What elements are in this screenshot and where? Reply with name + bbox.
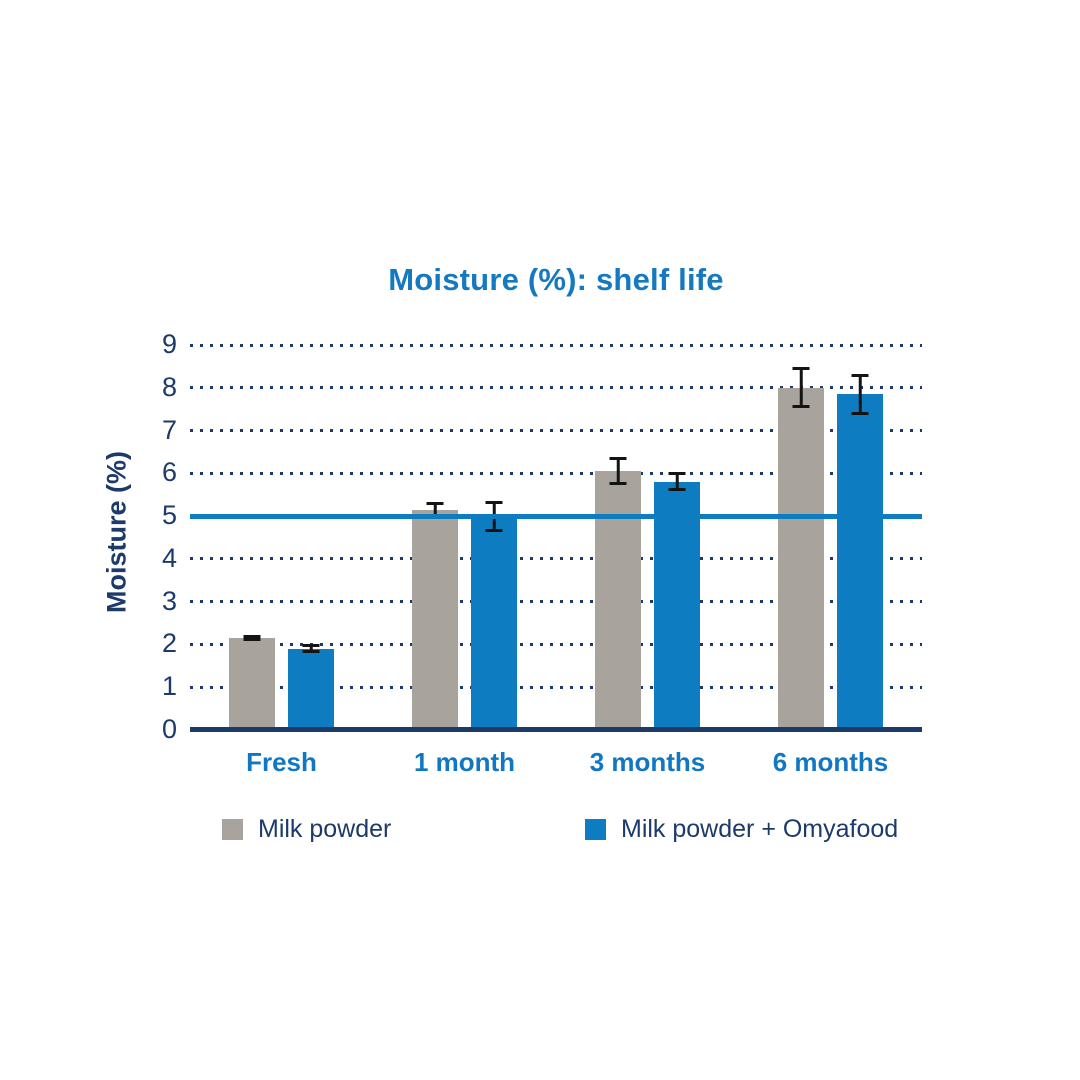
error-bar bbox=[302, 644, 320, 654]
legend: Milk powder Milk powder + Omyafood bbox=[190, 813, 922, 845]
y-tick-3: 3 bbox=[161, 585, 177, 616]
error-bar bbox=[851, 373, 869, 415]
bar-milk-powder-omyafood-6-months bbox=[837, 373, 883, 730]
legend-label: Milk powder + Omyafood bbox=[621, 814, 899, 843]
legend-label: Milk powder bbox=[258, 814, 392, 843]
gridline-6 bbox=[190, 471, 922, 475]
x-axis-labels: Fresh 1 month 3 months 6 months bbox=[190, 747, 922, 778]
gridline-3 bbox=[190, 600, 922, 604]
y-tick-9: 9 bbox=[161, 328, 177, 359]
y-tick-7: 7 bbox=[161, 414, 177, 445]
bar-group-3-months bbox=[556, 345, 739, 730]
bar-milk-powder-omyafood-fresh bbox=[288, 644, 334, 730]
x-axis-line bbox=[190, 727, 922, 732]
bar-milk-powder-3-months bbox=[595, 457, 641, 730]
bar-milk-powder-fresh bbox=[229, 635, 275, 730]
y-tick-5: 5 bbox=[161, 500, 177, 531]
gridline-9 bbox=[190, 343, 922, 347]
x-label-6-months: 6 months bbox=[772, 747, 889, 777]
reference-line-5pct bbox=[190, 513, 922, 519]
bar-group-1-month bbox=[373, 345, 556, 730]
y-tick-1: 1 bbox=[161, 671, 177, 702]
bar-group-fresh bbox=[190, 345, 373, 730]
error-bar bbox=[243, 635, 261, 642]
plot-area: 0 1 2 3 4 5 6 7 8 9 bbox=[162, 330, 922, 742]
legend-item-milk-powder-omyafood: Milk powder + Omyafood bbox=[585, 813, 898, 845]
error-bar bbox=[792, 367, 810, 409]
legend-swatch-icon bbox=[585, 818, 606, 840]
legend-swatch-icon bbox=[222, 818, 243, 840]
error-bar bbox=[668, 472, 686, 492]
gridline-7 bbox=[190, 429, 922, 433]
y-tick-2: 2 bbox=[161, 628, 177, 659]
gridline-1 bbox=[190, 685, 922, 689]
x-label-1-month: 1 month bbox=[413, 747, 516, 777]
bar-milk-powder-6-months bbox=[778, 367, 824, 730]
x-label-fresh: Fresh bbox=[246, 747, 317, 777]
bars-container bbox=[190, 345, 922, 730]
gridline-2 bbox=[190, 642, 922, 646]
gridline-8 bbox=[190, 386, 922, 390]
y-axis-title: Moisture (%) bbox=[101, 451, 132, 613]
error-bar bbox=[485, 500, 503, 532]
bar-milk-powder-1-month bbox=[412, 502, 458, 730]
y-tick-4: 4 bbox=[161, 542, 177, 573]
y-tick-0: 0 bbox=[161, 713, 177, 744]
bar-milk-powder-omyafood-1-month bbox=[471, 500, 517, 730]
legend-item-milk-powder: Milk powder bbox=[222, 813, 391, 845]
y-tick-6: 6 bbox=[161, 457, 177, 488]
bar-group-6-months bbox=[739, 345, 922, 730]
gridline-4 bbox=[190, 557, 922, 561]
error-bar bbox=[609, 457, 627, 486]
y-tick-8: 8 bbox=[161, 371, 177, 402]
x-label-3-months: 3 months bbox=[589, 747, 706, 777]
bar-milk-powder-omyafood-3-months bbox=[654, 472, 700, 730]
chart-title: Moisture (%): shelf life bbox=[388, 262, 724, 297]
